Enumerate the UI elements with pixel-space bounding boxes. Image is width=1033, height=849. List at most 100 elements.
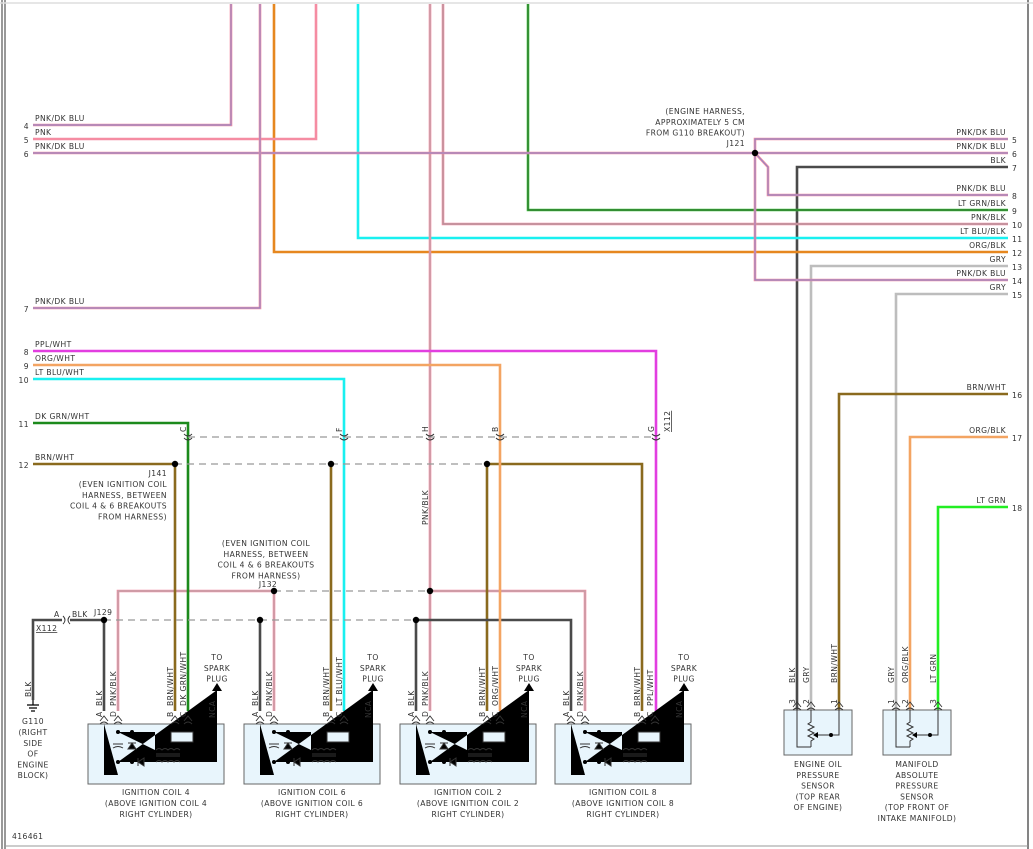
coil-pin-wire-label: BLK [251,690,260,706]
node-dot [583,760,587,764]
circuit-number: 6 [24,150,29,159]
to-spark-plug-label: SPARK [671,664,698,673]
to-spark-plug-label: TO [677,653,689,662]
wire-color-label: BLK [990,156,1006,165]
node-dot [130,760,134,764]
coil-location: (ABOVE IGNITION COIL 8 [572,799,674,808]
node-dot [442,730,446,734]
circuit-number: 7 [24,305,29,314]
coil-pin-wire-label: BLK [95,690,104,706]
wire-right-18 [936,505,1008,711]
circuit-number: 8 [24,348,29,357]
circuit-number: 10 [19,376,29,385]
coil-circuit [571,690,684,775]
circuit-number: 5 [1012,136,1017,145]
splice-name: J121 [726,139,745,148]
wire-brn-wht-coil8 [487,462,644,711]
coil-pin-wire-label: PNK/BLK [576,670,585,706]
coil-pin-letter: A [251,711,260,717]
pin-arrow-icon [255,715,265,725]
coil-pin-wire-label: PNK/BLK [265,670,274,706]
ground-note: BLOCK) [18,771,49,780]
connector-pin-label: B [491,426,500,432]
capacitor-icon [424,743,436,749]
coil-pin-letter: D [265,711,274,717]
coil-pin-wire-label: LT BLU/WHT [335,657,344,706]
ground-name: G110 [22,717,44,726]
to-spark-plug-label: TO [366,653,378,662]
wire-color-label: PNK/DK BLU [35,114,85,123]
coil-pin-letter: A [95,711,104,717]
wire-color-label: PNK/DK BLU [35,297,85,306]
coil-location: (ABOVE IGNITION COIL 4 [105,799,207,808]
wire-color-label: PNK/DK BLU [956,142,1006,151]
circuit-number: 7 [1012,164,1017,173]
pin-arrow-icon [566,715,576,725]
wire-color-label: ORG/BLK [969,426,1007,435]
node-dot [928,733,932,737]
coil-pin-wire-label: BRN/WHT [166,667,175,706]
sensor-pin-number: 1 [830,699,839,704]
sensor-pin-number: 3 [788,699,797,704]
ignition-coil-1 [87,683,225,785]
ground-note: SIDE [23,739,42,748]
coil-driver-icon [637,731,661,743]
arrow-up-icon [212,683,222,691]
to-spark-plug-label: PLUG [518,675,539,684]
pin-arrow-icon [411,715,421,725]
wire-color-label: BRN/WHT [35,453,74,462]
diode-icon [449,757,457,767]
coil-pin-letter: B [166,711,175,717]
node-dot [597,730,601,734]
coil-pin-wire-label: DK GRN/WHT [179,652,188,707]
splice-dot [327,460,335,468]
coil-pin-wire-label: BLK [562,690,571,706]
coil-output-label: NCA [675,700,684,718]
coil-output-label: NCA [208,700,217,718]
wire-left-10 [33,377,346,711]
connector-icon [425,433,435,441]
splice-note: COIL 4 & 6 BREAKOUTS [217,561,314,570]
circuit-number: 4 [24,122,29,131]
coil-location: RIGHT CYLINDER) [119,810,192,819]
circuit-number: 5 [24,136,29,145]
wire-color-label: DK GRN/WHT [35,412,90,421]
wire-left-7-stripe [33,4,261,309]
ground-note: OF [27,750,38,759]
wiper-arrow-icon [813,732,818,738]
coil-pin-letter: C [646,711,655,717]
splice-note: (EVEN IGNITION COIL [222,539,311,548]
wire-left-4-stripe [33,4,232,126]
node-dot [597,760,601,764]
coil-pin-wire-label: PPL/WHT [646,669,655,706]
splice-dot [171,460,179,468]
ground-note: ENGINE [17,760,48,769]
coil-pin-wire-label: BRN/WHT [478,667,487,706]
pin-arrow-icon [183,715,193,725]
ignition-coil-4 [554,683,692,785]
potentiometer-icon [796,710,840,748]
arrow-up-icon [679,683,689,691]
to-spark-plug-label: SPARK [360,664,387,673]
wire-pnk-blk-coil4-6-stripe [117,590,275,711]
node-dot [428,730,432,734]
circuit-number: 10 [1012,221,1022,230]
wire-blk-ground [31,618,62,700]
coil-title: IGNITION COIL 8 [589,788,657,797]
wire-right-14-stripe [754,153,1008,281]
connector-icon [339,433,349,441]
node-dot [583,730,587,734]
coil-driver-icon [326,731,350,743]
splice-dot [100,616,108,624]
coil-pin-letter: B [633,711,642,717]
potentiometer-icon [895,710,939,748]
sensor-pin-wire-label: LT GRN [929,654,938,683]
sensor-pin-number: 2 [901,699,910,704]
connector-icon [651,433,661,441]
wire-pnk-blk-coil8-stripe [430,590,586,711]
connector-pin-label: F [335,427,344,432]
wire-right-17 [908,435,1008,711]
wire-color-label: LT GRN/BLK [958,199,1007,208]
wire-color-label: BLK [72,610,88,619]
